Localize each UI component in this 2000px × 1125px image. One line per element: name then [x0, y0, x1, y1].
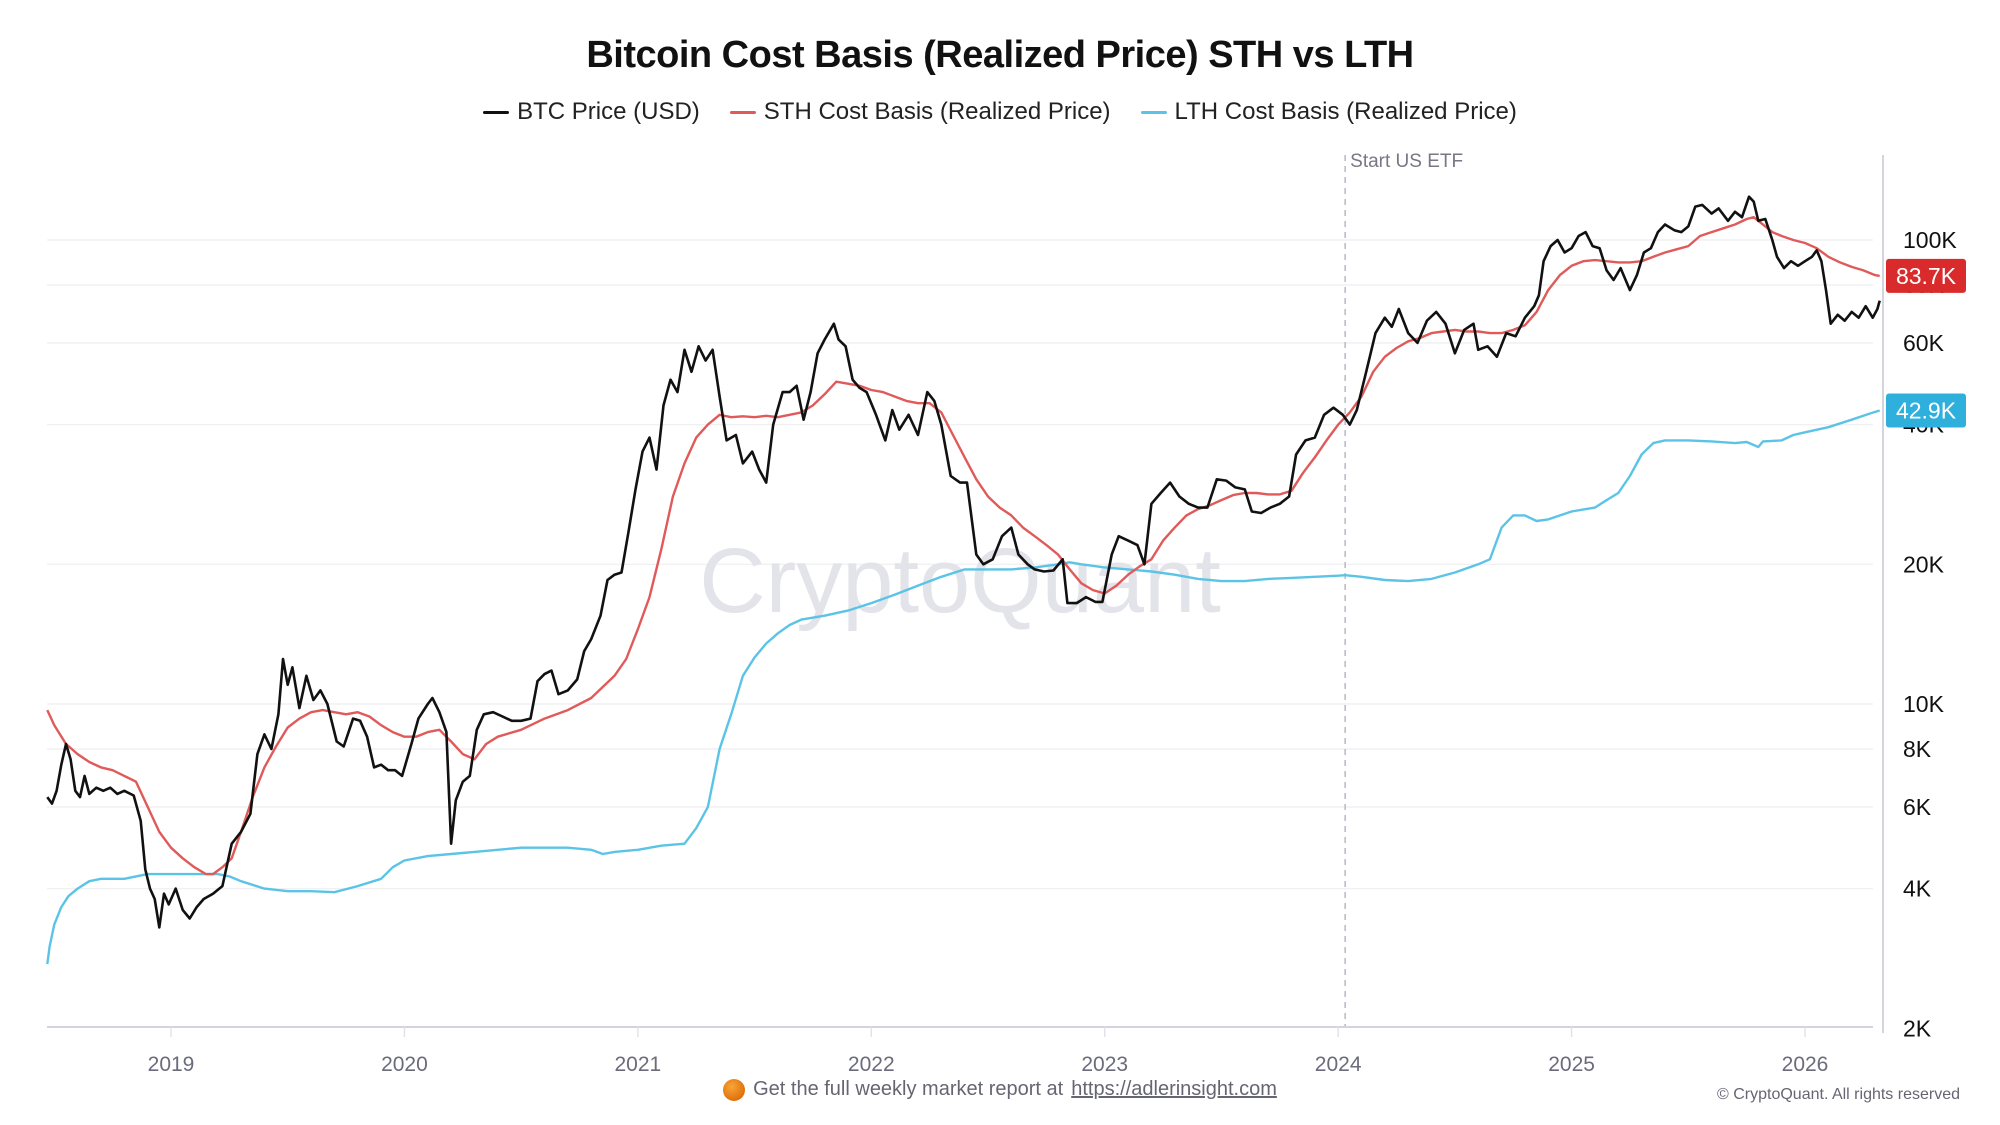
x-tick-label: 2019 — [148, 1053, 195, 1076]
y-tick-label: 20K — [1903, 551, 1945, 577]
legend: BTC Price (USD) STH Cost Basis (Realized… — [0, 98, 2000, 126]
y-tick-label: 8K — [1903, 736, 1932, 762]
y-tick-label: 60K — [1903, 330, 1945, 356]
x-tick-label: 2020 — [381, 1053, 428, 1076]
promo-text: Get the full weekly market report at — [753, 1078, 1064, 1100]
etf-start-label: Start US ETF — [1350, 151, 1463, 172]
y-tick-label: 2K — [1903, 1015, 1932, 1041]
footer-promo: Get the full weekly market report at htt… — [0, 1078, 2000, 1101]
watermark: CryptoQuant — [699, 530, 1221, 632]
series-line-sth-cost-basis[interactable] — [46, 215, 1880, 876]
legend-item-lth[interactable]: LTH Cost Basis (Realized Price) — [1140, 98, 1517, 126]
series-lines — [46, 195, 1881, 965]
x-tick-label: 2022 — [848, 1053, 895, 1076]
x-tick-label: 2026 — [1782, 1053, 1829, 1076]
y-tick-label: 10K — [1903, 691, 1945, 717]
y-tick-label: 4K — [1903, 876, 1932, 902]
last-value-badges: 83.7K 42.9K — [1886, 258, 1966, 428]
x-tick-label: 2024 — [1315, 1053, 1362, 1076]
legend-swatch-btc-icon — [483, 110, 510, 114]
orange-circle-icon — [723, 1078, 746, 1101]
chart-title: Bitcoin Cost Basis (Realized Price) STH … — [586, 34, 1414, 76]
x-tick-label: 2023 — [1081, 1053, 1128, 1076]
legend-swatch-sth-icon — [729, 110, 756, 114]
promo-link[interactable]: https://adlerinsight.com — [1071, 1078, 1277, 1100]
badge-label: 42.9K — [1896, 398, 1957, 424]
annotations: Start US ETF — [1344, 151, 1463, 1027]
legend-swatch-lth-icon — [1140, 110, 1167, 114]
last-value-badge-sth: 83.7K — [1886, 258, 1966, 293]
last-value-badge-lth: 42.9K — [1886, 393, 1966, 428]
legend-item-btc-price[interactable]: BTC Price (USD) — [483, 98, 700, 126]
legend-item-sth[interactable]: STH Cost Basis (Realized Price) — [729, 98, 1111, 126]
series-line-lth-cost-basis[interactable] — [46, 409, 1881, 965]
legend-label: BTC Price (USD) — [517, 98, 700, 125]
y-tick-label: 100K — [1903, 227, 1957, 253]
legend-label: STH Cost Basis (Realized Price) — [763, 98, 1111, 125]
legend-label: LTH Cost Basis (Realized Price) — [1174, 98, 1517, 125]
copyright: © CryptoQuant. All rights reserved — [1717, 1086, 1960, 1103]
badge-label: 83.7K — [1896, 263, 1957, 289]
series-line-btc-price[interactable] — [46, 195, 1881, 929]
x-axis: 2019 2020 2021 2022 2023 2024 2025 2026 — [47, 1026, 1873, 1076]
y-tick-label: 6K — [1903, 794, 1932, 820]
x-tick-label: 2021 — [615, 1053, 662, 1076]
x-tick-label: 2025 — [1548, 1053, 1595, 1076]
